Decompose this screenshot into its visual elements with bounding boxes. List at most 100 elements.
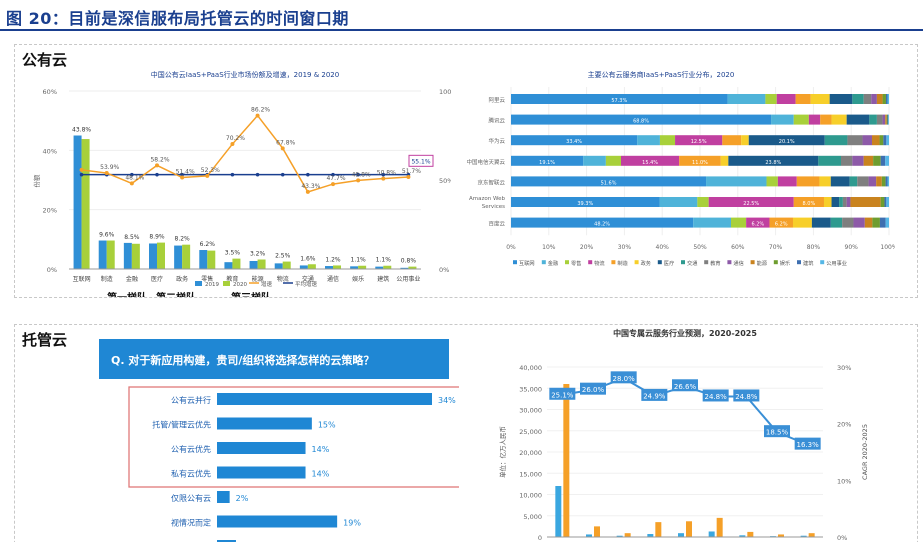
growth-value-label: 58.2% xyxy=(150,156,169,163)
segment-value-label: 11.0% xyxy=(692,160,708,166)
bar-2020 xyxy=(616,535,623,537)
industry-distribution-chart-title: 主要公有云服务商IaaS+PaaS行业分布，2020 xyxy=(588,70,735,79)
y2-axis-label: CAGR 2020-2025 xyxy=(861,424,869,480)
growth-value-label: 53.9% xyxy=(100,164,119,171)
stacked-segment xyxy=(876,94,883,104)
survey-value-label: 19% xyxy=(343,519,361,528)
stacked-segment xyxy=(831,197,840,207)
x-tick-label: 10% xyxy=(542,244,556,251)
bar-2019 xyxy=(123,242,132,269)
growth-value-label: 47.7% xyxy=(326,175,345,182)
y-tick-label: 0% xyxy=(47,266,57,274)
survey-category-label: 仅限公有云 xyxy=(171,493,211,503)
bar-2020 xyxy=(647,534,654,537)
legend-label: 互联网 xyxy=(519,259,535,267)
stacked-segment xyxy=(748,135,825,146)
bar-2025 xyxy=(747,531,754,537)
stacked-segment xyxy=(840,155,853,166)
average-growth-point xyxy=(331,172,335,177)
legend-label: 平均增速 xyxy=(295,280,318,288)
bar-2019 xyxy=(350,266,359,269)
stacked-segment xyxy=(852,94,864,104)
survey-category-label: 公有云优先 xyxy=(171,444,211,454)
x-tick-label: 70% xyxy=(769,244,783,251)
legend-label: 政务 xyxy=(641,259,651,267)
bar-value-label: 8.9% xyxy=(149,234,165,241)
stacked-segment xyxy=(887,94,889,104)
segment-value-label: 51.6% xyxy=(601,180,617,186)
cagr-value-label: 24.8% xyxy=(735,393,758,401)
row-label-line2: Services xyxy=(482,204,505,210)
cagr-label-box xyxy=(794,437,821,450)
bar-2020 xyxy=(333,265,341,269)
x-tick-label: 通信 xyxy=(327,275,339,283)
row-label: 百度云 xyxy=(488,220,505,228)
hosted-cloud-title: 托管云 xyxy=(22,331,68,349)
highlight-label-box xyxy=(408,154,434,167)
survey-title-bar xyxy=(99,339,449,379)
bar-2025 xyxy=(624,533,631,537)
segment-value-label: 39.3% xyxy=(577,201,593,207)
stacked-segment xyxy=(823,197,832,207)
bar-2020 xyxy=(157,242,165,269)
growth-point xyxy=(406,174,411,179)
bar-2019 xyxy=(299,265,308,269)
growth-point xyxy=(129,181,134,186)
stacked-segment xyxy=(847,135,863,146)
stacked-segment xyxy=(777,176,797,187)
stacked-segment xyxy=(873,155,881,166)
legend-label: 建筑 xyxy=(803,259,814,267)
hosted-cloud-panel: 托管云 Q. 对于新应用构建，贵司/组织将选择怎样的云策略？ 公有云并行 34% 托管… xyxy=(14,324,918,542)
x-tick-label: 娱乐 xyxy=(352,275,364,283)
bar-2020 xyxy=(106,240,115,269)
stacked-segment xyxy=(730,217,747,228)
bar-2020 xyxy=(207,250,216,269)
bar-value-label: 0.8% xyxy=(401,258,417,265)
survey-category-label: 私有云优先 xyxy=(171,469,211,479)
cagr-value-label: 26.6% xyxy=(674,383,697,391)
survey-bar xyxy=(217,491,230,503)
y2-tick-label: 50% xyxy=(439,177,451,185)
legend-swatch xyxy=(727,260,732,265)
stacked-segment xyxy=(886,197,889,207)
stacked-segment xyxy=(846,197,851,207)
y2-tick-label: 30% xyxy=(837,364,851,372)
growth-point xyxy=(255,113,260,118)
bar-value-label: 9.6% xyxy=(99,232,115,239)
cagr-value-label: 16.3% xyxy=(797,441,820,449)
cagr-value-label: 28.0% xyxy=(613,375,636,383)
figure-title: 图 20：目前是深信服布局托管云的时间窗口期 xyxy=(6,9,349,28)
stacked-segment xyxy=(879,135,884,146)
bar-2020 xyxy=(555,486,562,537)
stacked-segment xyxy=(886,135,889,146)
stacked-segment xyxy=(824,135,848,146)
stacked-segment xyxy=(880,197,885,207)
x-tick-label: 金融 xyxy=(126,275,138,283)
average-growth-point xyxy=(381,172,386,177)
bar-value-label: 1.2% xyxy=(325,256,341,263)
stacked-segment xyxy=(864,217,873,228)
bar-value-label: 2.5% xyxy=(275,253,291,260)
bar-2025 xyxy=(686,521,692,537)
bar-2025 xyxy=(808,533,815,537)
legend-swatch xyxy=(681,260,685,265)
average-growth-point xyxy=(130,172,134,177)
stacked-segment xyxy=(792,217,812,228)
legend-swatch xyxy=(657,260,662,265)
stacked-segment xyxy=(675,135,723,146)
legend-label: 物流 xyxy=(594,259,604,267)
stacked-segment xyxy=(637,135,660,146)
bar-2025 xyxy=(655,522,662,537)
cagr-label-box xyxy=(702,389,729,402)
growth-value-label: 48.1% xyxy=(125,174,144,181)
stacked-segment xyxy=(746,217,770,228)
bar-2025 xyxy=(778,534,784,537)
segment-value-label: 8.0% xyxy=(803,201,816,207)
y-axis-label: 份额 xyxy=(32,174,41,188)
growth-point xyxy=(180,175,185,180)
x-tick-label: 100% xyxy=(880,244,895,251)
y2-tick-label: 100% xyxy=(439,88,451,96)
segment-value-label: 48.2% xyxy=(594,222,610,228)
y-tick-label: 40% xyxy=(43,147,57,155)
market-share-chart: 中国公有云IaaS+PaaS行业市场份额及增速，2019 & 2020 0% 20%… xyxy=(32,70,451,297)
